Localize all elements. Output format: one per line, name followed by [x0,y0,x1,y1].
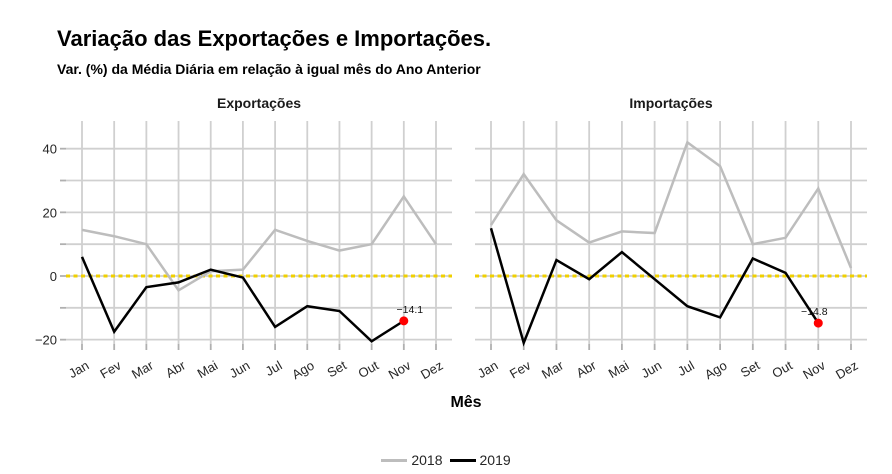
x-tick-label: Mar [129,357,156,382]
x-tick-label: Jun [638,358,664,381]
legend-label-2018: 2018 [411,452,443,468]
y-tick-label: −20 [35,333,57,348]
x-tick-label: Mai [606,358,632,382]
x-tick-label: Dez [833,358,861,383]
x-tick-label: Fev [97,357,124,381]
x-tick-label: Abr [574,357,600,380]
x-tick-label: Dez [418,358,446,383]
x-tick-label: Jan [475,358,501,381]
x-tick-label: Ago [702,358,730,383]
x-tick-label: Jul [675,358,697,379]
highlight-label: −14.1 [397,304,424,316]
x-tick-label: Mar [539,357,566,382]
facet-title-importacoes: Importações [629,95,713,111]
x-tick-label: Nov [386,357,414,382]
x-tick-label: Out [769,357,795,381]
series-line-2019 [80,256,405,343]
x-tick-label: Jul [263,358,285,379]
legend-key-2018 [381,458,408,462]
legend-label-2019: 2019 [479,452,511,468]
legend: 2018 2019 [0,452,892,468]
y-tick-label: 40 [43,142,57,157]
facet-title-exportacoes: Exportações [216,95,302,111]
y-tick-label: 0 [50,269,57,284]
x-tick-label: Ago [289,358,317,383]
x-tick-label: Nov [800,357,828,382]
series-line-2019 [489,227,820,347]
y-tick-label: 20 [43,205,57,220]
series-line-2018 [489,140,853,269]
chart-title: Variação das Exportações e Importações. [57,26,492,51]
legend-key-2019 [449,458,476,462]
x-tick-label: Jun [227,358,253,381]
x-tick-label: Mai [195,358,221,382]
x-tick-label: Fev [507,357,534,381]
highlight-point [399,316,409,326]
highlight-label: −14.8 [801,306,828,318]
x-tick-label: Abr [163,357,189,380]
x-tick-label: Set [738,357,763,380]
x-axis-title: Mês [450,394,482,411]
x-tick-label: Set [325,357,350,380]
x-tick-label: Jan [66,358,92,381]
chart-subtitle: Var. (%) da Média Diária em relação à ig… [57,61,481,77]
highlight-point [813,318,823,328]
x-tick-label: Out [355,357,381,381]
series-line-2018 [81,194,438,292]
